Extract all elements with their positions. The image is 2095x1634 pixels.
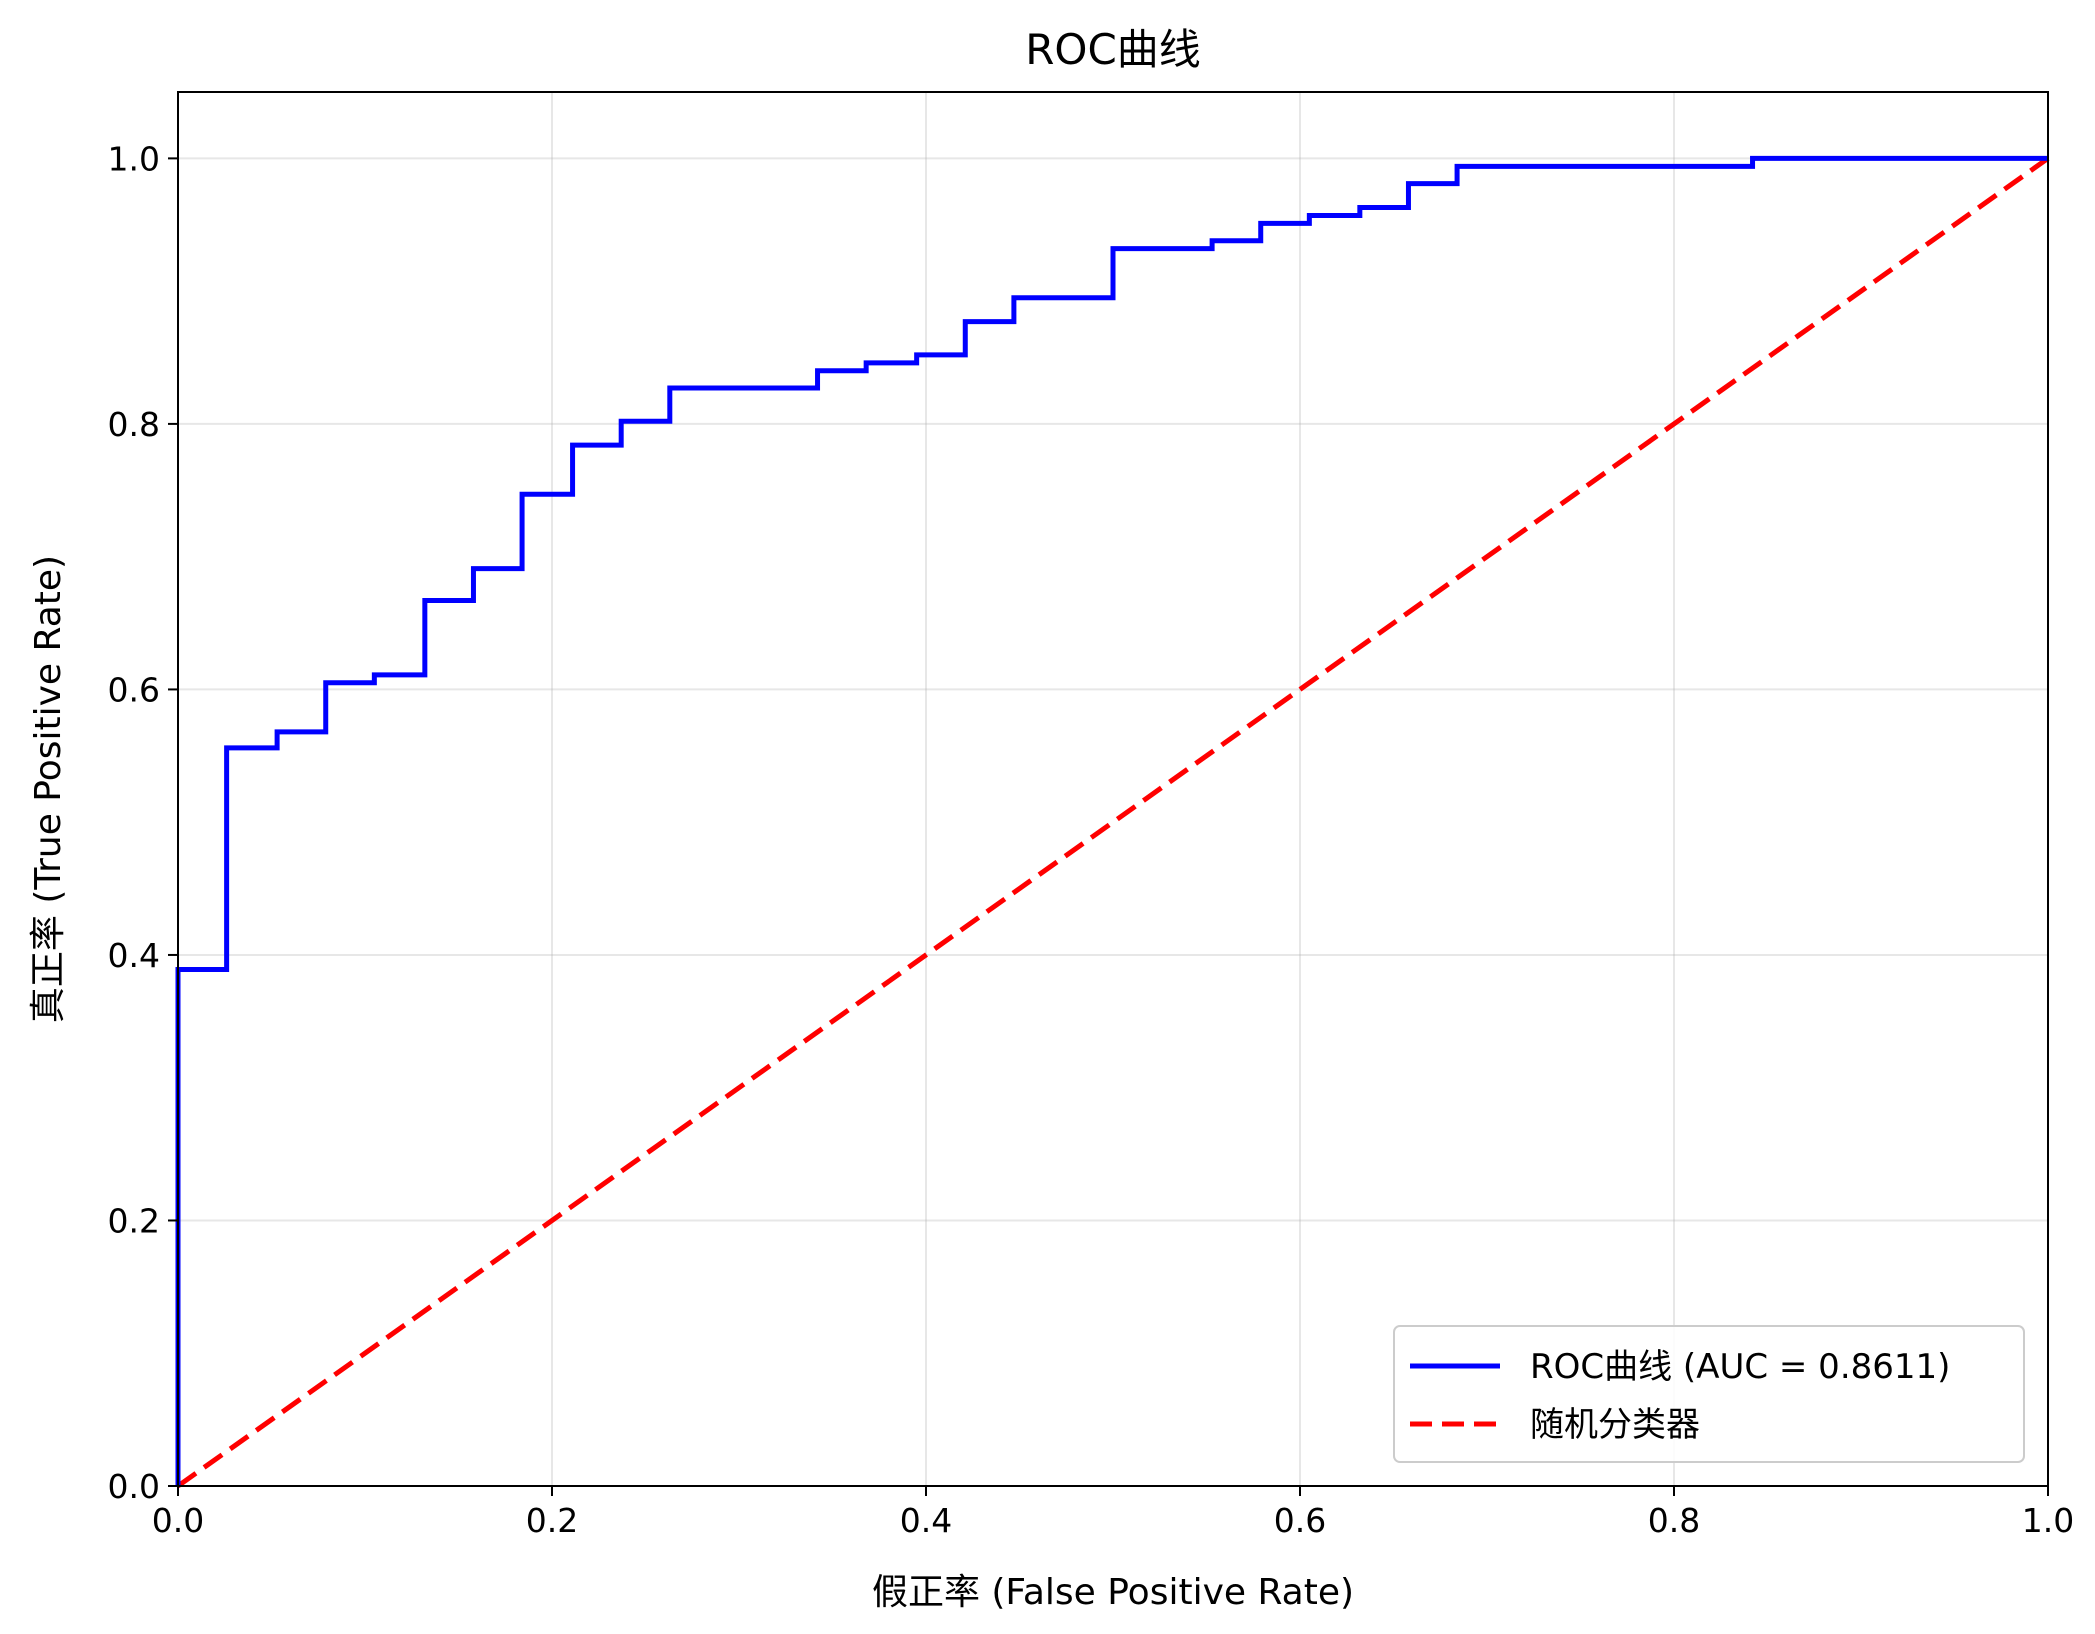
x-tick-label: 1.0: [2022, 1501, 2074, 1540]
x-tick-label: 0.6: [1274, 1501, 1326, 1540]
x-tick-label: 0.2: [526, 1501, 578, 1540]
legend: ROC曲线 (AUC = 0.8611) 随机分类器: [1393, 1325, 2025, 1463]
grid: [177, 92, 2049, 1487]
y-tick-label: 1.0: [108, 139, 160, 178]
x-tick-label: 0.0: [152, 1501, 204, 1540]
x-axis-label: 假正率 (False Positive Rate): [872, 1572, 1354, 1613]
y-tick-label: 0.8: [108, 405, 160, 444]
y-axis: 0.0 0.2 0.4 0.6 0.8 1.0: [108, 139, 178, 1506]
plot-frame: [177, 91, 2049, 1487]
y-tick-label: 0.4: [108, 936, 160, 975]
x-axis: 0.0 0.2 0.4 0.6 0.8 1.0: [152, 1486, 2074, 1540]
y-axis-label: 真正率 (True Positive Rate): [28, 555, 69, 1023]
y-tick-label: 0.0: [108, 1467, 160, 1506]
chart-title: ROC曲线: [1025, 25, 1201, 74]
roc-curve: [175, 155, 2048, 1486]
series-layer: [175, 155, 2050, 1489]
x-tick-label: 0.8: [1648, 1501, 1700, 1540]
y-tick-label: 0.2: [108, 1201, 160, 1240]
legend-label-random: 随机分类器: [1530, 1405, 1700, 1445]
x-tick-label: 0.4: [900, 1501, 952, 1540]
legend-box: [1393, 1325, 2025, 1463]
y-tick-label: 0.6: [108, 670, 160, 709]
legend-label-roc: ROC曲线 (AUC = 0.8611): [1530, 1347, 1950, 1387]
